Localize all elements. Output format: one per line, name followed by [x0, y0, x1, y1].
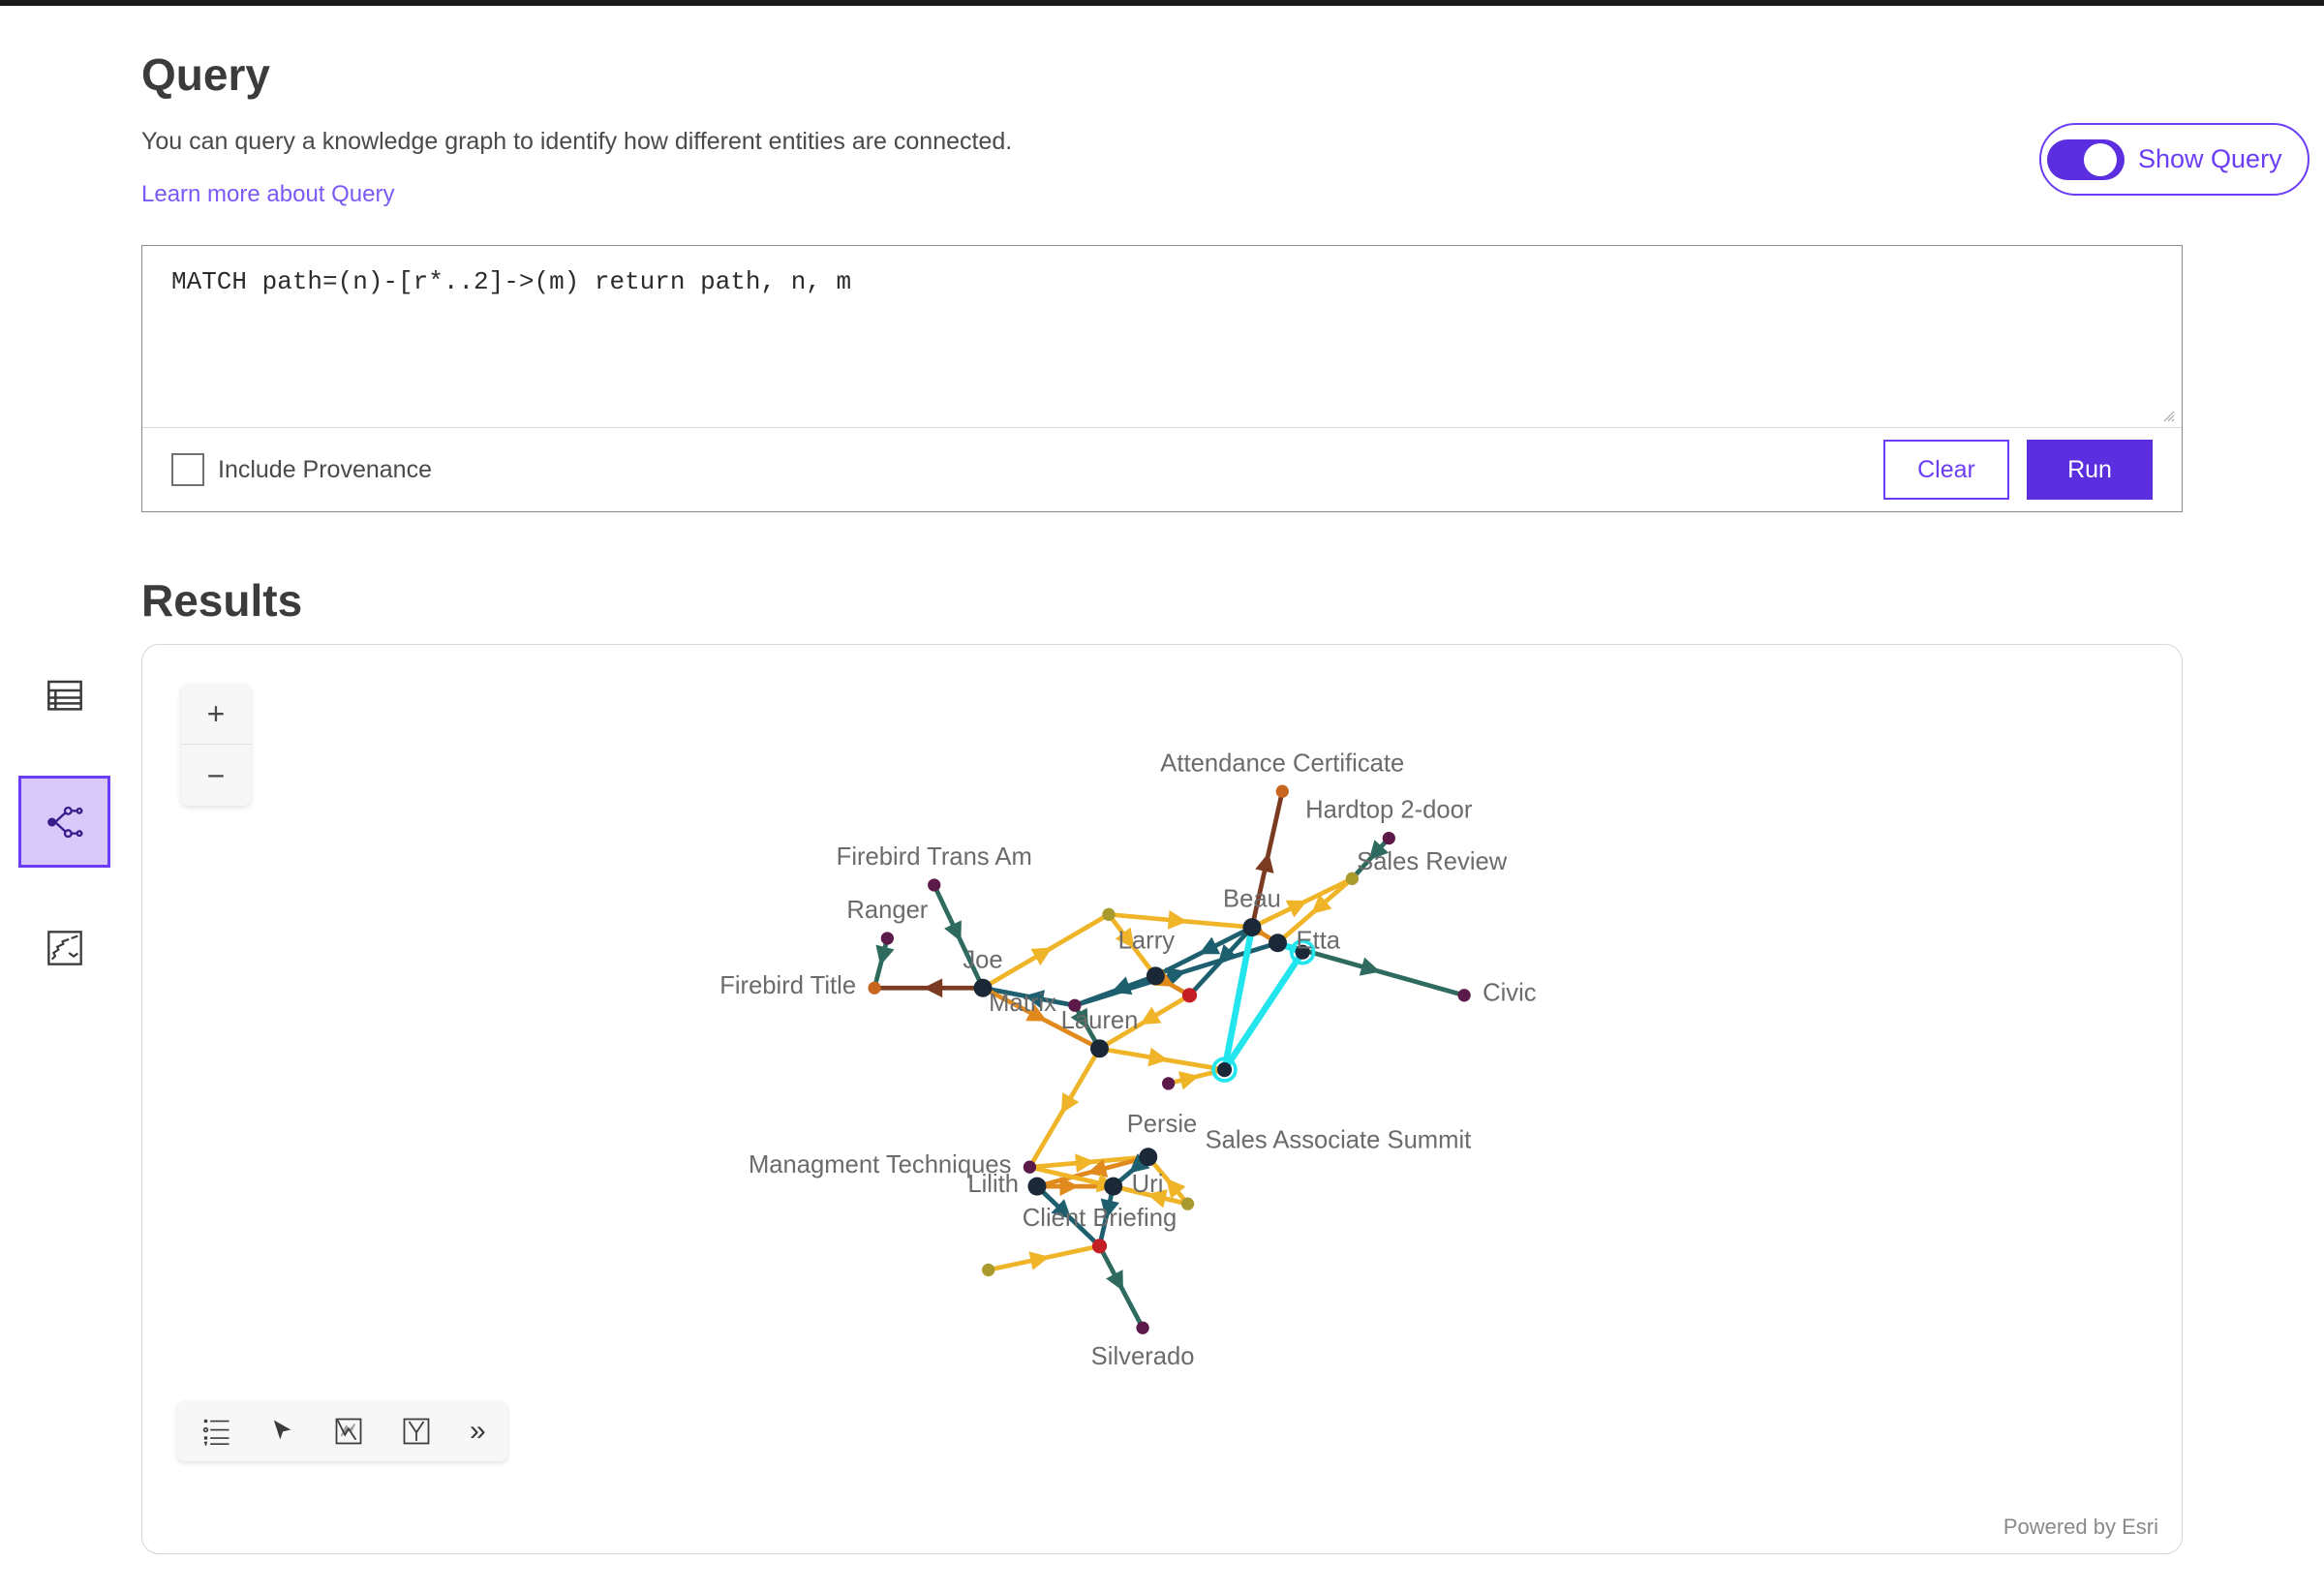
- svg-text:Firebird Trans Am: Firebird Trans Am: [837, 843, 1032, 871]
- svg-text:Sales Review: Sales Review: [1357, 848, 1508, 875]
- svg-text:Attendance Certificate: Attendance Certificate: [1160, 750, 1404, 777]
- svg-text:Firebird Title: Firebird Title: [719, 972, 856, 999]
- svg-text:Civic: Civic: [1483, 979, 1537, 1006]
- svg-text:Sales Associate Summit: Sales Associate Summit: [1206, 1126, 1472, 1153]
- svg-text:Client Briefing: Client Briefing: [1023, 1205, 1177, 1232]
- svg-text:Ranger: Ranger: [846, 897, 928, 924]
- svg-text:Joe: Joe: [963, 946, 1002, 973]
- svg-text:Matrix: Matrix: [989, 990, 1056, 1017]
- svg-text:Persie: Persie: [1127, 1111, 1198, 1138]
- svg-text:Uri: Uri: [1132, 1171, 1164, 1198]
- svg-text:Beau: Beau: [1223, 886, 1281, 913]
- svg-text:Hardtop 2-door: Hardtop 2-door: [1305, 797, 1473, 824]
- svg-text:Lilith: Lilith: [967, 1171, 1019, 1198]
- svg-text:Etta: Etta: [1297, 927, 1341, 954]
- svg-text:Lauren: Lauren: [1061, 1007, 1139, 1034]
- svg-text:Silverado: Silverado: [1091, 1343, 1195, 1370]
- svg-text:Larry: Larry: [1118, 927, 1176, 954]
